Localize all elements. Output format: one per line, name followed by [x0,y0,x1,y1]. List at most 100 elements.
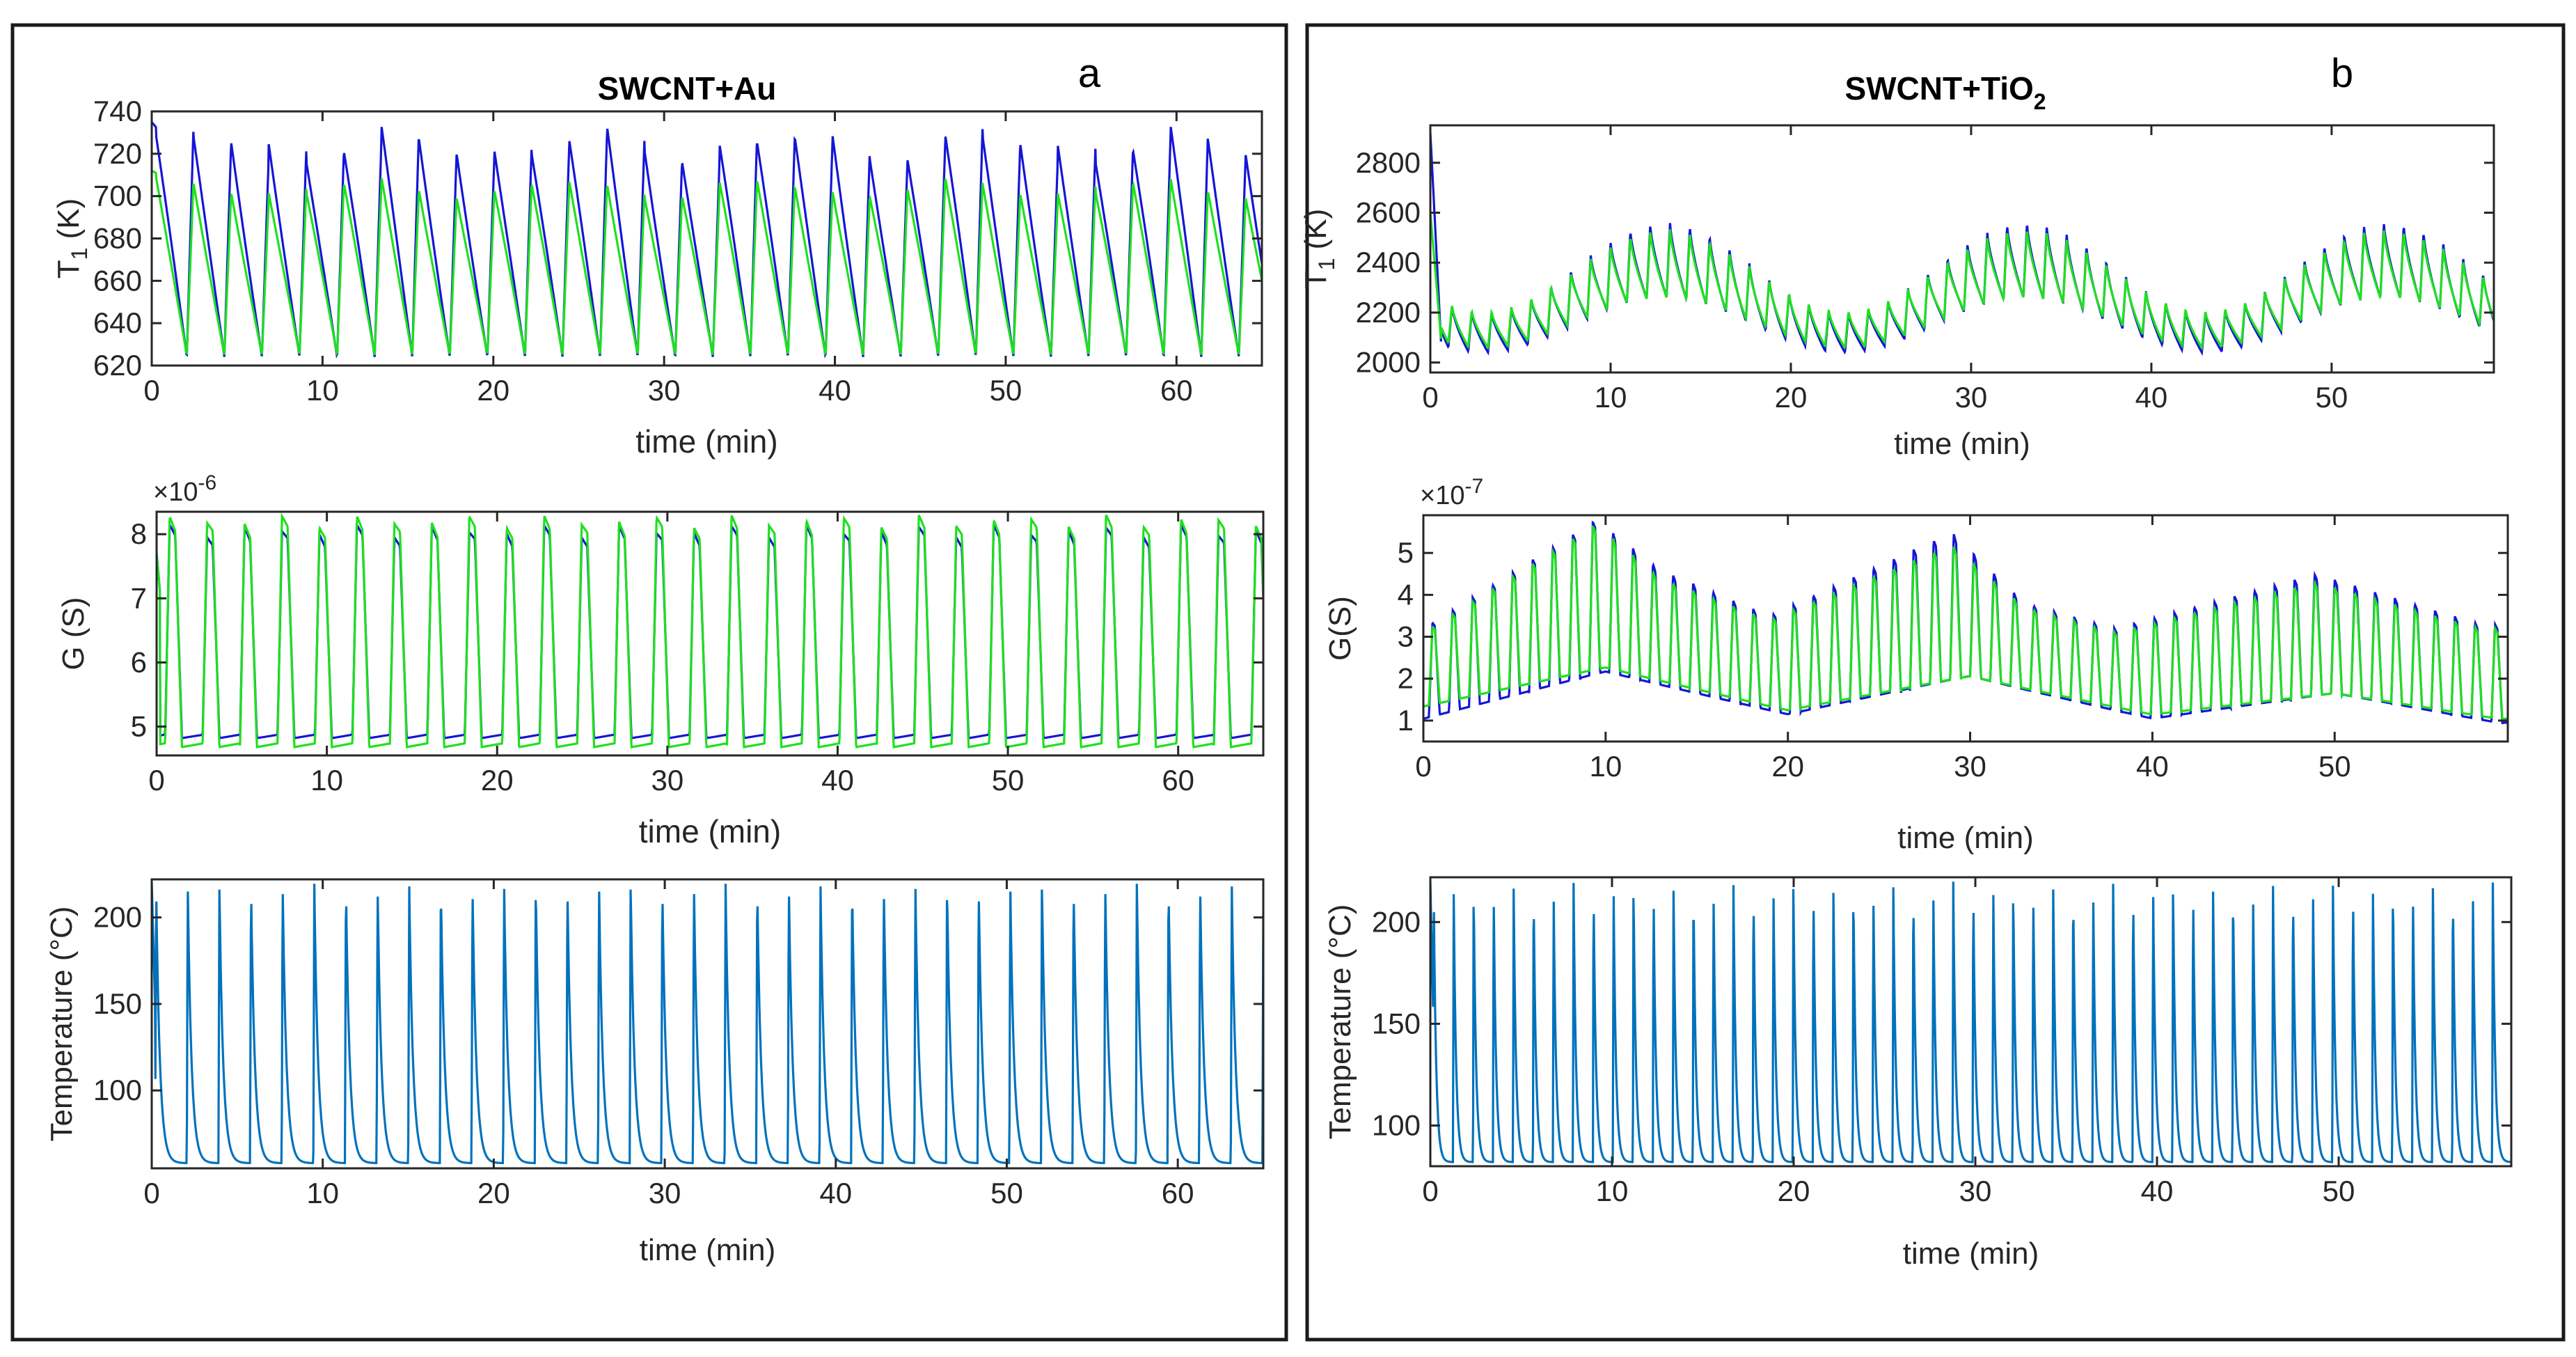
x-tick-label: 20 [1775,381,1808,414]
series-line-measured [1430,132,2494,356]
y-axis-label-main: G (S) [56,597,90,670]
y-axis-label: Temperature (°C) [1323,904,1357,1140]
y-tick-label: 5 [131,710,147,743]
x-tick-label: 50 [990,374,1022,407]
x-tick-label: 60 [1162,1177,1194,1209]
axes-box [155,510,1265,757]
y-axis-label-main: Temperature (°C) [1323,904,1357,1140]
x-tick-label: 10 [310,764,343,797]
y-axis-label-suffix: (K) [1299,209,1333,258]
y-tick-label: 2000 [1356,346,1421,379]
x-tick-label: 20 [477,374,509,407]
x-tick-label: 20 [1778,1175,1810,1207]
x-tick-label: 0 [143,1177,159,1209]
y-axis-label: G (S) [56,597,90,670]
y-axis-label-sub: 1 [1314,258,1339,271]
x-axis-label: time (min) [1897,821,2034,855]
y-tick-label: 1 [1398,704,1414,737]
y-tick-label: 2200 [1356,296,1421,329]
x-tick-label: 20 [1771,750,1804,783]
y-tick-label: 700 [93,180,142,212]
y-tick-label: 740 [93,95,142,127]
series-line-measured [1423,520,2508,725]
chart-b-G: 0 10 20 30 40 50 1 2 3 4 5 time (min) G(S) ×10-7 [1323,475,2509,855]
y-tick-label: 2800 [1356,146,1421,179]
x-axis-label: time (min) [635,423,777,460]
x-tick-label: 0 [1422,1175,1438,1207]
x-axis-label: time (min) [1903,1237,2039,1271]
x-tick-label: 50 [990,1177,1023,1209]
y-exponent-label: ×10-7 [1420,475,1483,510]
y-exponent-base: ×10 [153,478,198,507]
panel-a-title: SWCNT+Au [598,70,777,107]
series-line-model [1430,212,2494,351]
chart-a-T1: 0 10 20 30 40 50 60 620 640 660 680 700 720 740 time (… [52,95,1263,460]
y-tick-label: 6 [131,645,147,678]
axes-box [150,878,1265,1170]
x-tick-label: 30 [1959,1175,1992,1207]
x-tick-label: 40 [2135,381,2168,414]
y-tick-label: 100 [1372,1109,1421,1142]
x-tick-label: 30 [1955,381,1988,414]
panel-b-frame [1305,23,2566,1342]
y-tick-label: 4 [1398,578,1414,611]
chart-b-T1: 0 10 20 30 40 50 2000 2200 2400 2600 2800 time (min… [1299,124,2495,461]
y-tick-label: 3 [1398,620,1414,653]
y-tick-label: 2400 [1356,246,1421,279]
y-tick-label: 7 [131,581,147,614]
axes-box [1422,514,2509,743]
x-axis-label: time (min) [639,813,781,849]
chart-a-G: 0 10 20 30 40 50 60 5 6 7 8 time (min) G (S) ×10-6 [56,471,1265,849]
x-axis-label: time (min) [640,1233,776,1267]
y-tick-label: 640 [93,306,142,339]
y-tick-label: 680 [93,222,142,255]
panel-b-letter: b [2331,51,2353,96]
y-tick-label: 150 [1372,1007,1421,1040]
x-tick-label: 30 [1954,750,1986,783]
x-tick-label: 0 [1415,750,1431,783]
x-tick-label: 10 [1589,750,1622,783]
series-line-model [157,512,1263,749]
axes-box [1429,124,2495,374]
x-tick-label: 50 [992,764,1025,797]
axes-box [1429,876,2513,1168]
y-axis-label: G(S) [1323,596,1357,661]
panel-b-title: SWCNT+TiO2 [1844,70,2046,114]
x-tick-label: 20 [477,1177,510,1209]
x-tick-label: 40 [2136,750,2169,783]
x-tick-label: 0 [1422,381,1438,414]
y-tick-label: 620 [93,349,142,382]
chart-a-Temp: 0 10 20 30 40 50 60 100 150 200 time (min) Temperat… [45,878,1265,1267]
x-tick-label: 40 [2141,1175,2174,1207]
series-line-measured [157,521,1263,740]
series-line-heater [152,882,1263,1165]
series-line-heater [1430,881,2511,1163]
y-tick-label: 8 [131,517,147,550]
x-tick-label: 10 [306,1177,339,1209]
y-exponent-label: ×10-6 [153,471,216,507]
x-tick-label: 10 [1595,381,1627,414]
x-tick-label: 50 [2318,750,2351,783]
y-exponent-base: ×10 [1420,481,1464,510]
x-tick-label: 60 [1162,764,1194,797]
y-axis-label-main: G(S) [1323,596,1357,661]
x-tick-label: 0 [143,374,159,407]
x-tick-label: 10 [1596,1175,1629,1207]
x-axis-label: time (min) [1894,427,2030,461]
series-line-model [152,169,1262,356]
x-tick-label: 0 [148,764,164,797]
y-axis-label: T1 (K) [1299,209,1339,290]
y-tick-label: 5 [1398,536,1414,569]
panel-b-title-sub: 2 [2034,89,2046,114]
x-tick-label: 50 [2316,381,2348,414]
x-tick-label: 30 [649,1177,681,1209]
x-tick-label: 60 [1160,374,1193,407]
panel-b-title-main: SWCNT+TiO [1844,70,2033,107]
y-tick-label: 2600 [1356,196,1421,229]
y-exponent-power: -6 [198,471,216,494]
y-axis-label: Temperature (°C) [45,907,79,1142]
y-tick-label: 2 [1398,662,1414,695]
y-tick-label: 150 [93,987,142,1020]
y-tick-label: 660 [93,264,142,297]
